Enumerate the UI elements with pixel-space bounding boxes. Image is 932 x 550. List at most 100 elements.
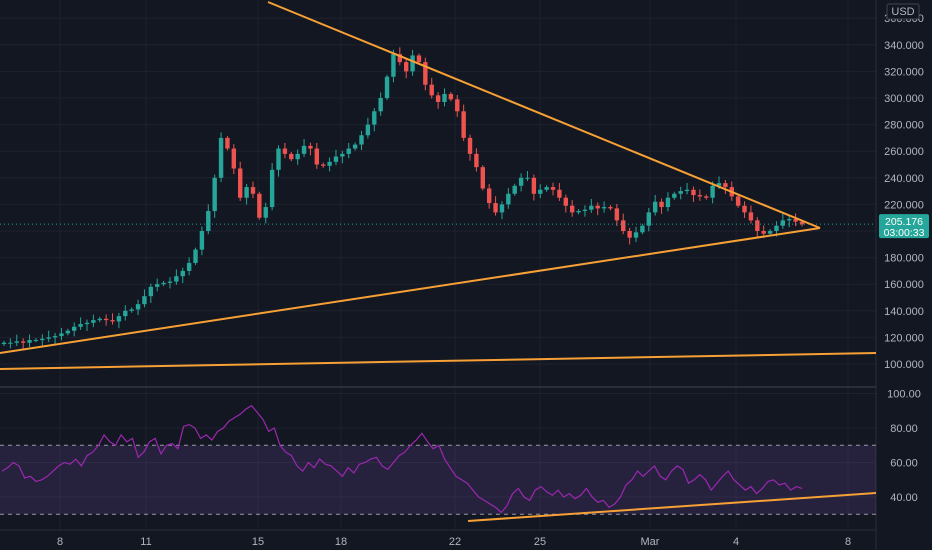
candle-body <box>659 201 664 208</box>
candle-body <box>33 340 39 342</box>
candle-body <box>397 54 403 63</box>
price-tick-label: 100.000 <box>884 359 924 371</box>
candle-body <box>193 249 198 263</box>
candle-body <box>499 204 505 213</box>
time-tick-label: Mar <box>641 536 660 548</box>
candle-body <box>742 205 747 213</box>
price-tick-label: 240.000 <box>884 173 924 185</box>
candle-body <box>314 148 320 165</box>
candle-body <box>321 164 326 166</box>
candle-body <box>52 336 58 338</box>
candle-body <box>799 221 805 225</box>
bar-countdown: 03:00:33 <box>884 227 925 239</box>
rsi-trendline[interactable] <box>467 492 877 522</box>
candle-body <box>333 156 339 162</box>
candle-body <box>148 286 154 297</box>
candle-body <box>563 197 568 206</box>
time-axis-ticks: 8 11 15 18 22 25 Mar 4 8 <box>57 536 851 548</box>
candle-body <box>8 342 13 344</box>
vertical-gridlines <box>59 0 849 530</box>
time-tick-label: 8 <box>845 536 851 548</box>
candle-body <box>391 54 396 77</box>
price-tick-label: 340.000 <box>884 40 924 52</box>
candle-body <box>525 177 530 179</box>
price-tick-label: 140.000 <box>884 306 924 318</box>
ascending-support-trendline[interactable] <box>0 227 821 354</box>
candle-body <box>110 320 115 322</box>
candle-body <box>225 137 230 149</box>
price-tick-label: 180.000 <box>884 253 924 265</box>
candle-body <box>167 281 173 283</box>
descending-resistance-trendline[interactable] <box>267 1 821 229</box>
candle-body <box>59 333 64 337</box>
candle-body <box>716 183 722 186</box>
candle-body <box>161 282 166 285</box>
price-tick-label: 300.000 <box>884 93 924 105</box>
candle-body <box>174 276 179 282</box>
rsi-line <box>1 404 803 514</box>
candle-body <box>793 219 798 222</box>
candle-body <box>652 201 658 213</box>
price-tick-label: 280.000 <box>884 120 924 132</box>
time-tick-label: 11 <box>140 536 151 548</box>
time-tick-label: 18 <box>335 536 347 548</box>
candle-body <box>116 316 122 322</box>
candle-body <box>352 144 358 149</box>
candle-body <box>735 196 741 206</box>
candle-body <box>250 187 256 194</box>
candle-body <box>308 145 313 149</box>
candle-body <box>199 231 205 250</box>
candle-body <box>518 177 524 186</box>
candle-body <box>78 324 83 327</box>
candle-body <box>410 55 415 72</box>
candle-body <box>506 193 511 205</box>
candle-body <box>550 187 556 190</box>
candle-body <box>340 153 345 157</box>
candle-body <box>327 161 332 166</box>
candle-body <box>123 310 128 317</box>
candle-body <box>378 98 383 112</box>
rsi-tick-label: 40.00 <box>890 492 918 504</box>
currency-badge[interactable] <box>886 3 920 20</box>
candle-body <box>697 195 703 197</box>
trendlines[interactable] <box>0 1 877 370</box>
candle-body <box>467 137 473 154</box>
candle-body <box>589 205 594 210</box>
time-tick-label: 22 <box>449 536 461 548</box>
price-tick-label: 220.000 <box>884 199 924 211</box>
candlestick-series <box>1 47 805 350</box>
candle-body <box>423 62 428 85</box>
candle-body <box>46 337 51 339</box>
candle-body <box>40 338 45 341</box>
rsi-axis-ticks: 40.00 60.00 80.00 100.00 <box>887 389 921 505</box>
candle-body <box>723 183 728 188</box>
candle-body <box>257 193 262 218</box>
price-tick-label: 260.000 <box>884 146 924 158</box>
time-tick-label: 8 <box>57 536 63 548</box>
candle-body <box>787 219 792 221</box>
rsi-tick-label: 100.00 <box>887 389 921 401</box>
candle-body <box>665 197 671 208</box>
candle-body <box>557 189 562 198</box>
candle-body <box>206 211 211 231</box>
candle-body <box>359 135 364 145</box>
candle-body <box>448 94 454 100</box>
candle-body <box>640 225 645 233</box>
candle-body <box>155 284 160 287</box>
candle-body <box>231 148 237 169</box>
candle-body <box>276 148 281 170</box>
rsi-tick-label: 60.00 <box>890 458 918 470</box>
candle-body <box>135 304 141 310</box>
candle-body <box>461 111 466 138</box>
candle-body <box>474 153 479 168</box>
candle-body <box>704 196 709 198</box>
candle-body <box>595 205 600 209</box>
long-term-support-trendline[interactable] <box>0 352 877 370</box>
candle-body <box>84 322 90 325</box>
candle-body <box>486 188 492 204</box>
candle-body <box>493 203 498 213</box>
candle-body <box>416 55 422 63</box>
candle-body <box>480 167 485 189</box>
candle-body <box>684 189 690 192</box>
candle-body <box>212 177 217 212</box>
